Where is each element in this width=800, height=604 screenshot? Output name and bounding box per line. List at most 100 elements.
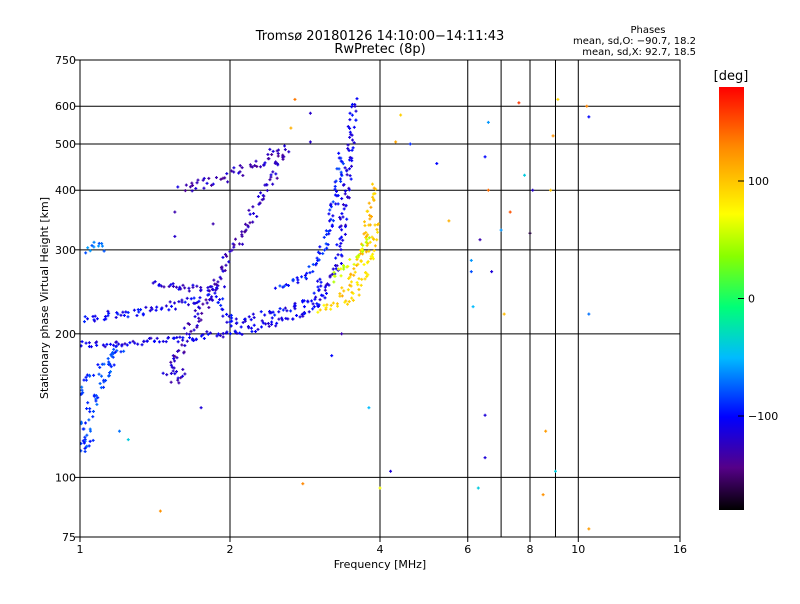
echo-point — [155, 305, 159, 309]
echo-point — [360, 247, 364, 251]
echo-point — [173, 354, 177, 358]
echo-point — [115, 349, 119, 353]
echo-point — [283, 306, 287, 310]
echo-point — [151, 281, 155, 285]
scatter-point — [173, 234, 177, 238]
echo-point — [216, 332, 220, 336]
echo-point — [372, 237, 376, 241]
echo-point — [256, 327, 260, 331]
echo-point — [341, 203, 345, 207]
echo-point — [360, 277, 364, 281]
echo-point — [330, 224, 334, 228]
echo-point — [373, 244, 377, 248]
echo-point — [229, 313, 233, 317]
scatter-point — [517, 101, 521, 105]
echo-point — [229, 324, 233, 328]
echo-point — [313, 297, 317, 301]
echo-point — [274, 172, 278, 176]
echo-point — [224, 263, 228, 267]
scatter-point — [289, 126, 293, 130]
echo-point — [349, 164, 353, 168]
echo-point — [192, 296, 196, 300]
echo-point — [211, 182, 215, 186]
echo-point — [335, 264, 339, 268]
echo-point — [339, 241, 343, 245]
echo-point — [228, 320, 232, 324]
echo-point — [327, 229, 331, 233]
echo-point — [255, 164, 259, 168]
echo-point — [259, 165, 263, 169]
echo-point — [328, 274, 332, 278]
echo-point — [121, 310, 125, 314]
echo-point — [161, 371, 165, 375]
echo-point — [234, 321, 238, 325]
echo-point — [86, 401, 90, 405]
echo-point — [324, 242, 328, 246]
echo-point — [213, 291, 217, 295]
echo-point — [357, 293, 361, 297]
echo-point — [328, 208, 332, 212]
echo-point — [182, 326, 186, 330]
echo-point — [219, 177, 223, 181]
echo-point — [346, 147, 350, 151]
echo-point — [178, 285, 182, 289]
x-tick-label: 6 — [464, 543, 471, 556]
echo-trace-2 — [151, 280, 226, 293]
echo-point — [274, 324, 278, 328]
echo-point — [323, 288, 327, 292]
echo-point — [303, 273, 307, 277]
echo-point — [196, 178, 200, 182]
echo-point — [296, 278, 300, 282]
echo-point — [355, 97, 359, 101]
y-tick-label: 500 — [55, 138, 76, 151]
echo-point — [183, 344, 187, 348]
echo-point — [363, 277, 367, 281]
echo-point — [371, 252, 375, 256]
echo-point — [344, 204, 348, 208]
echo-point — [228, 250, 232, 254]
scatter-point — [173, 372, 177, 376]
echo-point — [161, 339, 165, 343]
scatter-point — [308, 111, 312, 115]
echo-point — [164, 340, 168, 344]
echo-point — [295, 276, 299, 280]
echo-point — [189, 297, 193, 301]
echo-point — [346, 143, 350, 147]
echo-point — [123, 342, 127, 346]
echo-point — [350, 105, 354, 109]
echo-point — [214, 176, 218, 180]
echo-point — [195, 284, 199, 288]
echo-point — [343, 189, 347, 193]
echo-point — [90, 244, 94, 248]
echo-point — [197, 319, 201, 323]
echo-point — [256, 195, 260, 199]
echo-point — [342, 289, 346, 293]
echo-point — [124, 310, 128, 314]
echo-point — [249, 326, 253, 330]
echo-point — [337, 167, 341, 171]
echo-point — [275, 176, 279, 180]
echo-point — [195, 301, 199, 305]
echo-point — [216, 301, 220, 305]
scatter-point — [478, 238, 482, 242]
colorbar-label: [deg] — [714, 69, 749, 84]
echo-point — [101, 343, 105, 347]
echo-point — [86, 246, 90, 250]
echo-point — [183, 286, 187, 290]
echo-point — [223, 176, 227, 180]
echo-point — [253, 164, 257, 168]
echo-point — [91, 409, 95, 413]
echo-point — [185, 332, 189, 336]
colorbar-ticks: 100 0 −100 — [738, 175, 778, 423]
echo-point — [339, 159, 343, 163]
x-tick-label: 1 — [77, 543, 84, 556]
echo-point — [325, 246, 329, 250]
echo-point — [337, 151, 341, 155]
echo-point — [225, 172, 229, 176]
y-tick-label: 600 — [55, 100, 76, 113]
echo-point — [202, 336, 206, 340]
echo-point — [220, 267, 224, 271]
echo-point — [220, 307, 224, 311]
echo-point — [302, 305, 306, 309]
echo-point — [344, 223, 348, 227]
